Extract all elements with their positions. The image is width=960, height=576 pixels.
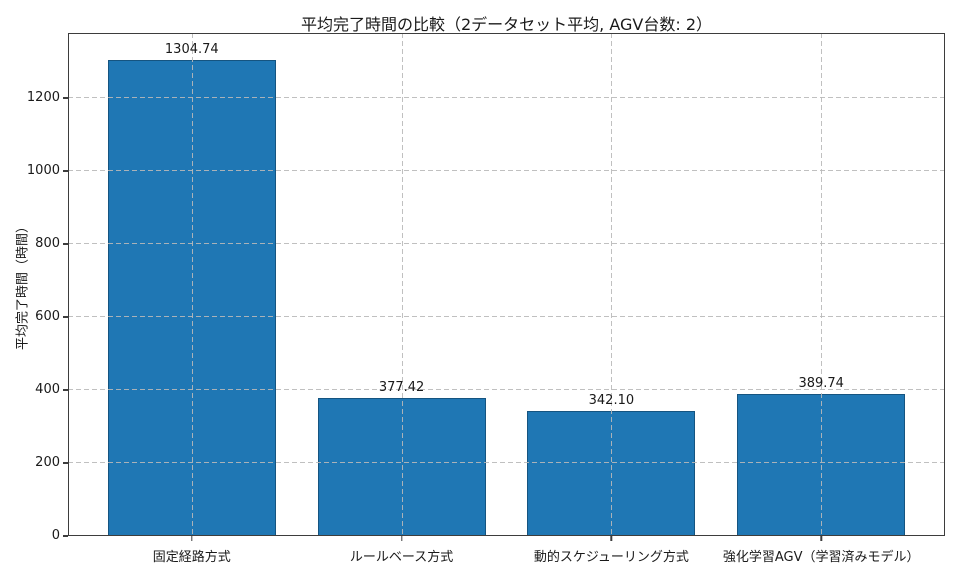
bar-value-label: 342.10 bbox=[588, 393, 635, 409]
y-tick-label: 1000 bbox=[26, 162, 60, 178]
bar-value-label: 389.74 bbox=[798, 375, 844, 391]
h-gridline bbox=[68, 96, 945, 98]
y-tick-label: 200 bbox=[35, 454, 60, 470]
bar-value-label: 1304.74 bbox=[164, 41, 219, 57]
x-tick-label: 強化学習AGV（学習済みモデル） bbox=[722, 550, 920, 565]
y-tick-label: 400 bbox=[35, 381, 60, 397]
y-tick-label: 0 bbox=[51, 528, 60, 543]
x-tick-label: ルールベース方式 bbox=[349, 550, 454, 565]
y-tick-mark bbox=[63, 97, 68, 99]
v-gridline bbox=[401, 33, 403, 536]
x-tick-mark bbox=[191, 536, 193, 541]
y-tick-mark bbox=[63, 462, 68, 464]
x-tick-mark bbox=[400, 536, 403, 541]
y-tick-mark bbox=[63, 316, 68, 318]
plot-area: 1304.74 377.42 342.10 389.74 bbox=[68, 33, 945, 536]
x-tick-label: 固定経路方式 bbox=[152, 550, 231, 565]
y-tick-mark bbox=[63, 170, 68, 172]
x-tick-mark bbox=[610, 536, 613, 541]
y-tick-mark bbox=[63, 389, 68, 391]
y-tick-mark bbox=[63, 243, 68, 245]
v-gridline bbox=[821, 33, 823, 536]
h-gridline bbox=[68, 316, 945, 317]
y-tick-label: 800 bbox=[35, 235, 60, 251]
h-gridline bbox=[68, 389, 945, 390]
v-gridline bbox=[611, 33, 613, 536]
y-tick-label: 1200 bbox=[26, 89, 60, 105]
h-gridline bbox=[68, 242, 945, 244]
x-tick-mark bbox=[820, 536, 822, 541]
v-gridline bbox=[191, 33, 193, 536]
y-tick-label: 600 bbox=[35, 308, 60, 324]
h-gridline bbox=[68, 169, 945, 171]
x-tick-label: 動的スケジューリング方式 bbox=[533, 550, 689, 565]
bar-value-label: 377.42 bbox=[378, 380, 425, 396]
chart-title: 平均完了時間の比較（2データセット平均, AGV台数: 2） bbox=[300, 15, 713, 34]
h-gridline bbox=[68, 462, 945, 463]
y-tick-mark bbox=[63, 535, 68, 537]
